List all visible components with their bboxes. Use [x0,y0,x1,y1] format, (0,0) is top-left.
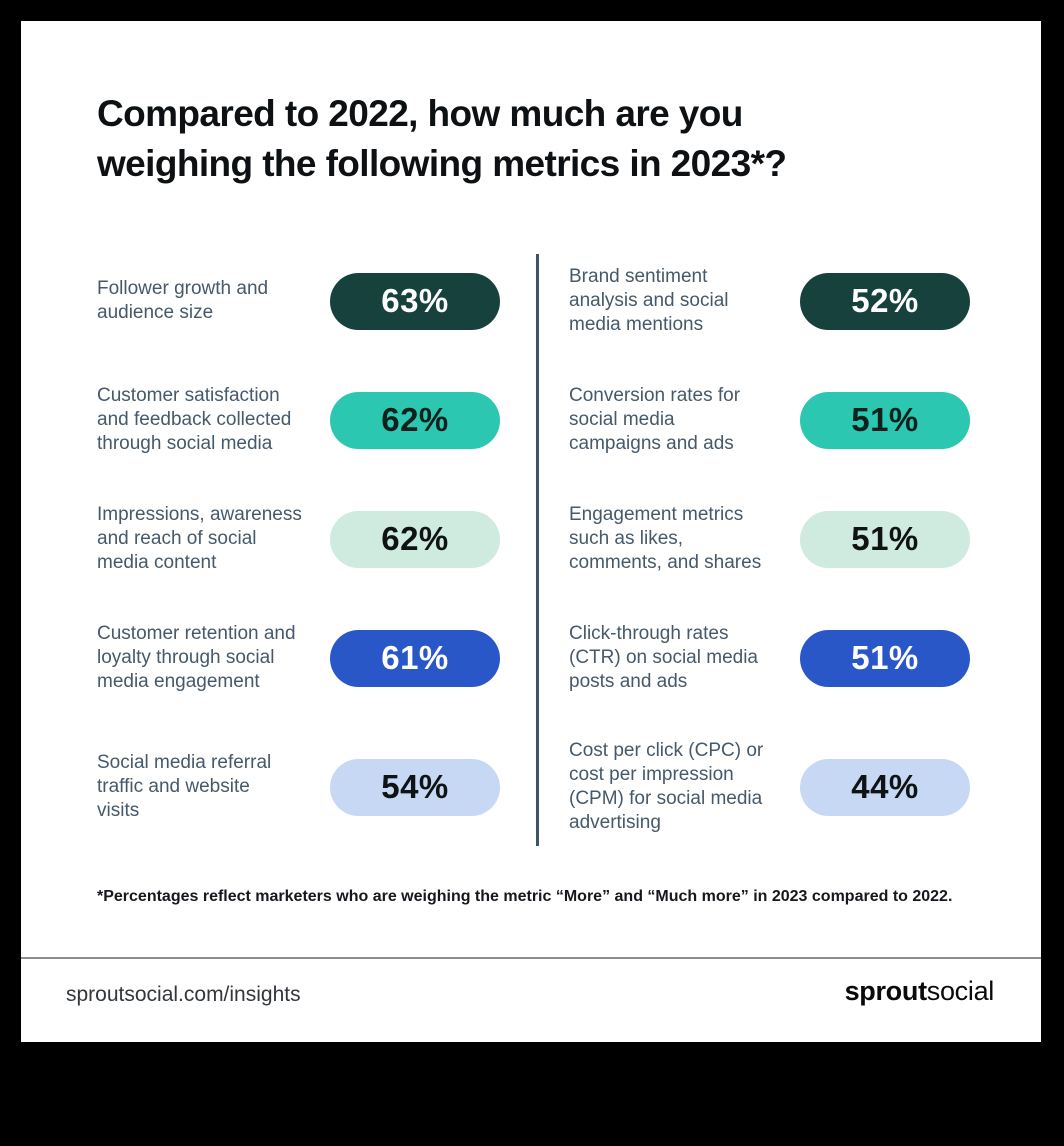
metric-value-pill: 62% [330,391,500,449]
metric-value-pill: 62% [330,510,500,568]
metric-row-conversion-rates: Conversion rates for social media campai… [569,370,970,470]
metric-row-engagement-metrics: Engagement metrics such as likes, commen… [569,489,970,589]
metric-label: Follower growth and audience size [97,278,269,323]
metric-value-pill: 51% [800,629,970,687]
metric-label: Customer retention and loyalty through s… [97,623,296,692]
metric-row-cpc-cpm: Cost per click (CPC) or cost per impress… [569,737,970,837]
metric-row-follower-growth: Follower growth and audience size 63% [97,251,500,351]
column-divider [536,254,539,846]
metric-label: Customer satisfaction and feedback colle… [97,385,292,454]
source-url[interactable]: sproutsocial.com/insights [66,983,301,1006]
metric-label: Engagement metrics such as likes, commen… [569,504,762,573]
footnote: *Percentages reflect marketers who are w… [97,888,953,905]
metric-row-customer-satisfaction: Customer satisfaction and feedback colle… [97,370,500,470]
metric-value-pill: 44% [800,758,970,816]
metric-label: Cost per click (CPC) or cost per impress… [569,740,764,833]
metric-value-pill: 52% [800,272,970,330]
logo-social-part: social [926,976,995,1006]
metric-value-pill: 51% [800,510,970,568]
metric-row-impressions-reach: Impressions, awareness and reach of soci… [97,489,500,589]
metric-label: Click-through rates (CTR) on social medi… [569,623,758,692]
metric-row-brand-sentiment: Brand sentiment analysis and social medi… [569,251,970,351]
metric-value-pill: 63% [330,272,500,330]
chart-title-line-1: Compared to 2022, how much are you [97,93,743,134]
footer-divider [21,957,1041,959]
metric-value-pill: 61% [330,629,500,687]
metric-value-pill: 51% [800,391,970,449]
metric-row-referral-traffic: Social media referral traffic and websit… [97,737,500,837]
infographic-card: Compared to 2022, how much are you weigh… [21,21,1041,1042]
metric-label: Brand sentiment analysis and social medi… [569,266,729,335]
metric-row-customer-retention: Customer retention and loyalty through s… [97,608,500,708]
metric-value-pill: 54% [330,758,500,816]
chart-title: Compared to 2022, how much are you weigh… [97,89,787,189]
chart-title-line-2: weighing the following metrics in 2023*? [97,143,787,184]
metric-label: Social media referral traffic and websit… [97,752,272,821]
sproutsocial-logo: sproutsocial [844,976,995,1007]
metric-label: Conversion rates for social media campai… [569,385,741,454]
metric-label: Impressions, awareness and reach of soci… [97,504,302,573]
metric-row-click-through-rates: Click-through rates (CTR) on social medi… [569,608,970,708]
logo-sprout-part: sprout [844,976,928,1006]
